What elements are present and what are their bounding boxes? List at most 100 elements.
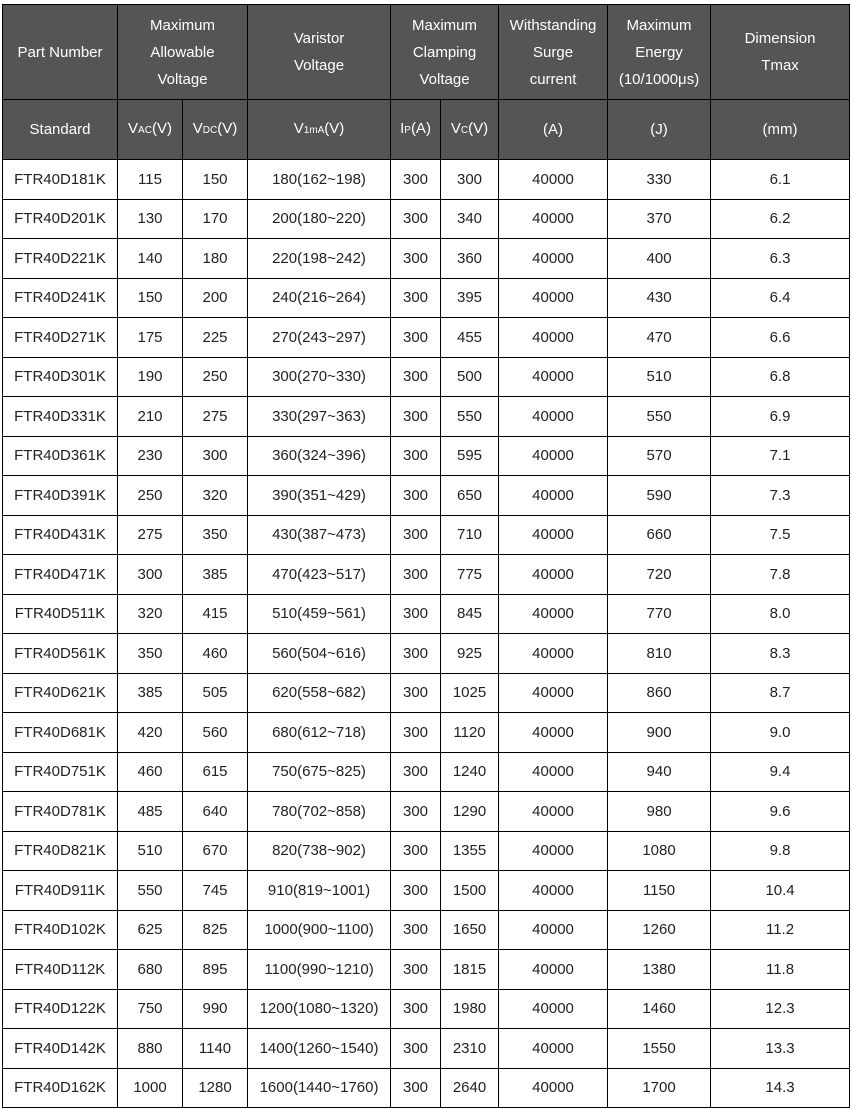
cell-dimension: 8.3 [710, 633, 851, 674]
cell-vc: 775 [440, 554, 500, 595]
table-row: FTR40D681K 420 560 680(612~718) 300 1120 40000… [2, 712, 851, 753]
cell-varistor-voltage: 300(270~330) [247, 356, 392, 397]
table-row: FTR40D271K 175 225 270(243~297) 300 455 40000 4… [2, 317, 851, 358]
cell-surge-current: 40000 [498, 830, 609, 871]
header-vac: VAC(V) [117, 99, 183, 160]
cell-energy: 900 [607, 712, 712, 753]
cell-vc: 1500 [440, 870, 500, 911]
cell-part-number: FTR40D681K [2, 712, 118, 753]
cell-part-number: FTR40D181K [2, 159, 118, 200]
table-row: FTR40D241K 150 200 240(216~264) 300 395 40000 4… [2, 277, 851, 318]
cell-ip: 300 [390, 277, 442, 318]
cell-vac: 420 [117, 712, 183, 753]
cell-ip: 300 [390, 1028, 442, 1069]
header-energy-unit: (J) [607, 99, 712, 160]
cell-vc: 2310 [440, 1028, 500, 1069]
cell-varistor-voltage: 780(702~858) [247, 791, 392, 832]
cell-varistor-voltage: 1100(990~1210) [247, 949, 392, 990]
cell-part-number: FTR40D361K [2, 435, 118, 476]
cell-surge-current: 40000 [498, 1028, 609, 1069]
cell-vc: 500 [440, 356, 500, 397]
cell-vdc: 415 [181, 593, 249, 634]
cell-energy: 400 [607, 238, 712, 279]
cell-dimension: 11.8 [710, 949, 851, 990]
cell-varistor-voltage: 240(216~264) [247, 277, 392, 318]
cell-energy: 430 [607, 277, 712, 318]
cell-part-number: FTR40D241K [2, 277, 118, 318]
cell-ip: 300 [390, 593, 442, 634]
cell-energy: 1700 [607, 1067, 712, 1108]
cell-part-number: FTR40D391K [2, 475, 118, 516]
cell-energy: 1460 [607, 988, 712, 1029]
cell-dimension: 6.2 [710, 198, 851, 239]
cell-dimension: 7.5 [710, 514, 851, 555]
header-max-allowable-voltage: Maximum Allowable Voltage [116, 4, 249, 100]
cell-varistor-voltage: 910(819~1001) [247, 870, 392, 911]
cell-ip: 300 [390, 554, 442, 595]
cell-varistor-voltage: 510(459~561) [247, 593, 392, 634]
cell-dimension: 7.1 [710, 435, 851, 476]
cell-energy: 720 [607, 554, 712, 595]
cell-varistor-voltage: 220(198~242) [247, 238, 392, 279]
cell-ip: 300 [390, 435, 442, 476]
cell-surge-current: 40000 [498, 672, 609, 713]
cell-part-number: FTR40D162K [2, 1067, 118, 1108]
cell-vac: 250 [117, 475, 183, 516]
cell-vdc: 505 [181, 672, 249, 713]
cell-dimension: 6.6 [710, 317, 851, 358]
cell-vc: 455 [440, 317, 500, 358]
cell-dimension: 6.8 [710, 356, 851, 397]
cell-energy: 810 [607, 633, 712, 674]
cell-surge-current: 40000 [498, 712, 609, 753]
cell-energy: 570 [607, 435, 712, 476]
cell-surge-current: 40000 [498, 870, 609, 911]
cell-dimension: 7.8 [710, 554, 851, 595]
cell-part-number: FTR40D471K [2, 554, 118, 595]
cell-energy: 470 [607, 317, 712, 358]
table-row: FTR40D621K 385 505 620(558~682) 300 1025 40000… [2, 672, 851, 713]
cell-ip: 300 [390, 712, 442, 753]
cell-energy: 1380 [607, 949, 712, 990]
cell-vc: 1650 [440, 909, 500, 950]
cell-ip: 300 [390, 870, 442, 911]
cell-vdc: 275 [181, 396, 249, 437]
cell-vdc: 895 [181, 949, 249, 990]
cell-energy: 660 [607, 514, 712, 555]
cell-varistor-voltage: 180(162~198) [247, 159, 392, 200]
cell-vc: 925 [440, 633, 500, 674]
cell-surge-current: 40000 [498, 238, 609, 279]
cell-dimension: 8.0 [710, 593, 851, 634]
table-row: FTR40D471K 300 385 470(423~517) 300 775 40000 7… [2, 554, 851, 595]
cell-energy: 1550 [607, 1028, 712, 1069]
cell-part-number: FTR40D621K [2, 672, 118, 713]
cell-energy: 1080 [607, 830, 712, 871]
cell-surge-current: 40000 [498, 317, 609, 358]
cell-ip: 300 [390, 633, 442, 674]
cell-vac: 300 [117, 554, 183, 595]
cell-energy: 370 [607, 198, 712, 239]
cell-ip: 300 [390, 317, 442, 358]
cell-varistor-voltage: 750(675~825) [247, 751, 392, 792]
header-surge-unit: (A) [498, 99, 609, 160]
cell-vdc: 320 [181, 475, 249, 516]
cell-vac: 130 [117, 198, 183, 239]
cell-vac: 625 [117, 909, 183, 950]
cell-surge-current: 40000 [498, 633, 609, 674]
cell-varistor-voltage: 1000(900~1100) [247, 909, 392, 950]
cell-vc: 1980 [440, 988, 500, 1029]
cell-surge-current: 40000 [498, 396, 609, 437]
cell-surge-current: 40000 [498, 198, 609, 239]
cell-energy: 770 [607, 593, 712, 634]
cell-vc: 550 [440, 396, 500, 437]
cell-vac: 140 [117, 238, 183, 279]
cell-vac: 485 [117, 791, 183, 832]
cell-vac: 550 [117, 870, 183, 911]
cell-vc: 1355 [440, 830, 500, 871]
table-row: FTR40D331K 210 275 330(297~363) 300 550 40000 5… [2, 396, 851, 437]
table-row: FTR40D391K 250 320 390(351~429) 300 650 40000 5… [2, 475, 851, 516]
table-row: FTR40D221K 140 180 220(198~242) 300 360 40000 4… [2, 238, 851, 279]
cell-vac: 680 [117, 949, 183, 990]
cell-vdc: 300 [181, 435, 249, 476]
header-dim-unit: (mm) [710, 99, 851, 160]
cell-vc: 1025 [440, 672, 500, 713]
